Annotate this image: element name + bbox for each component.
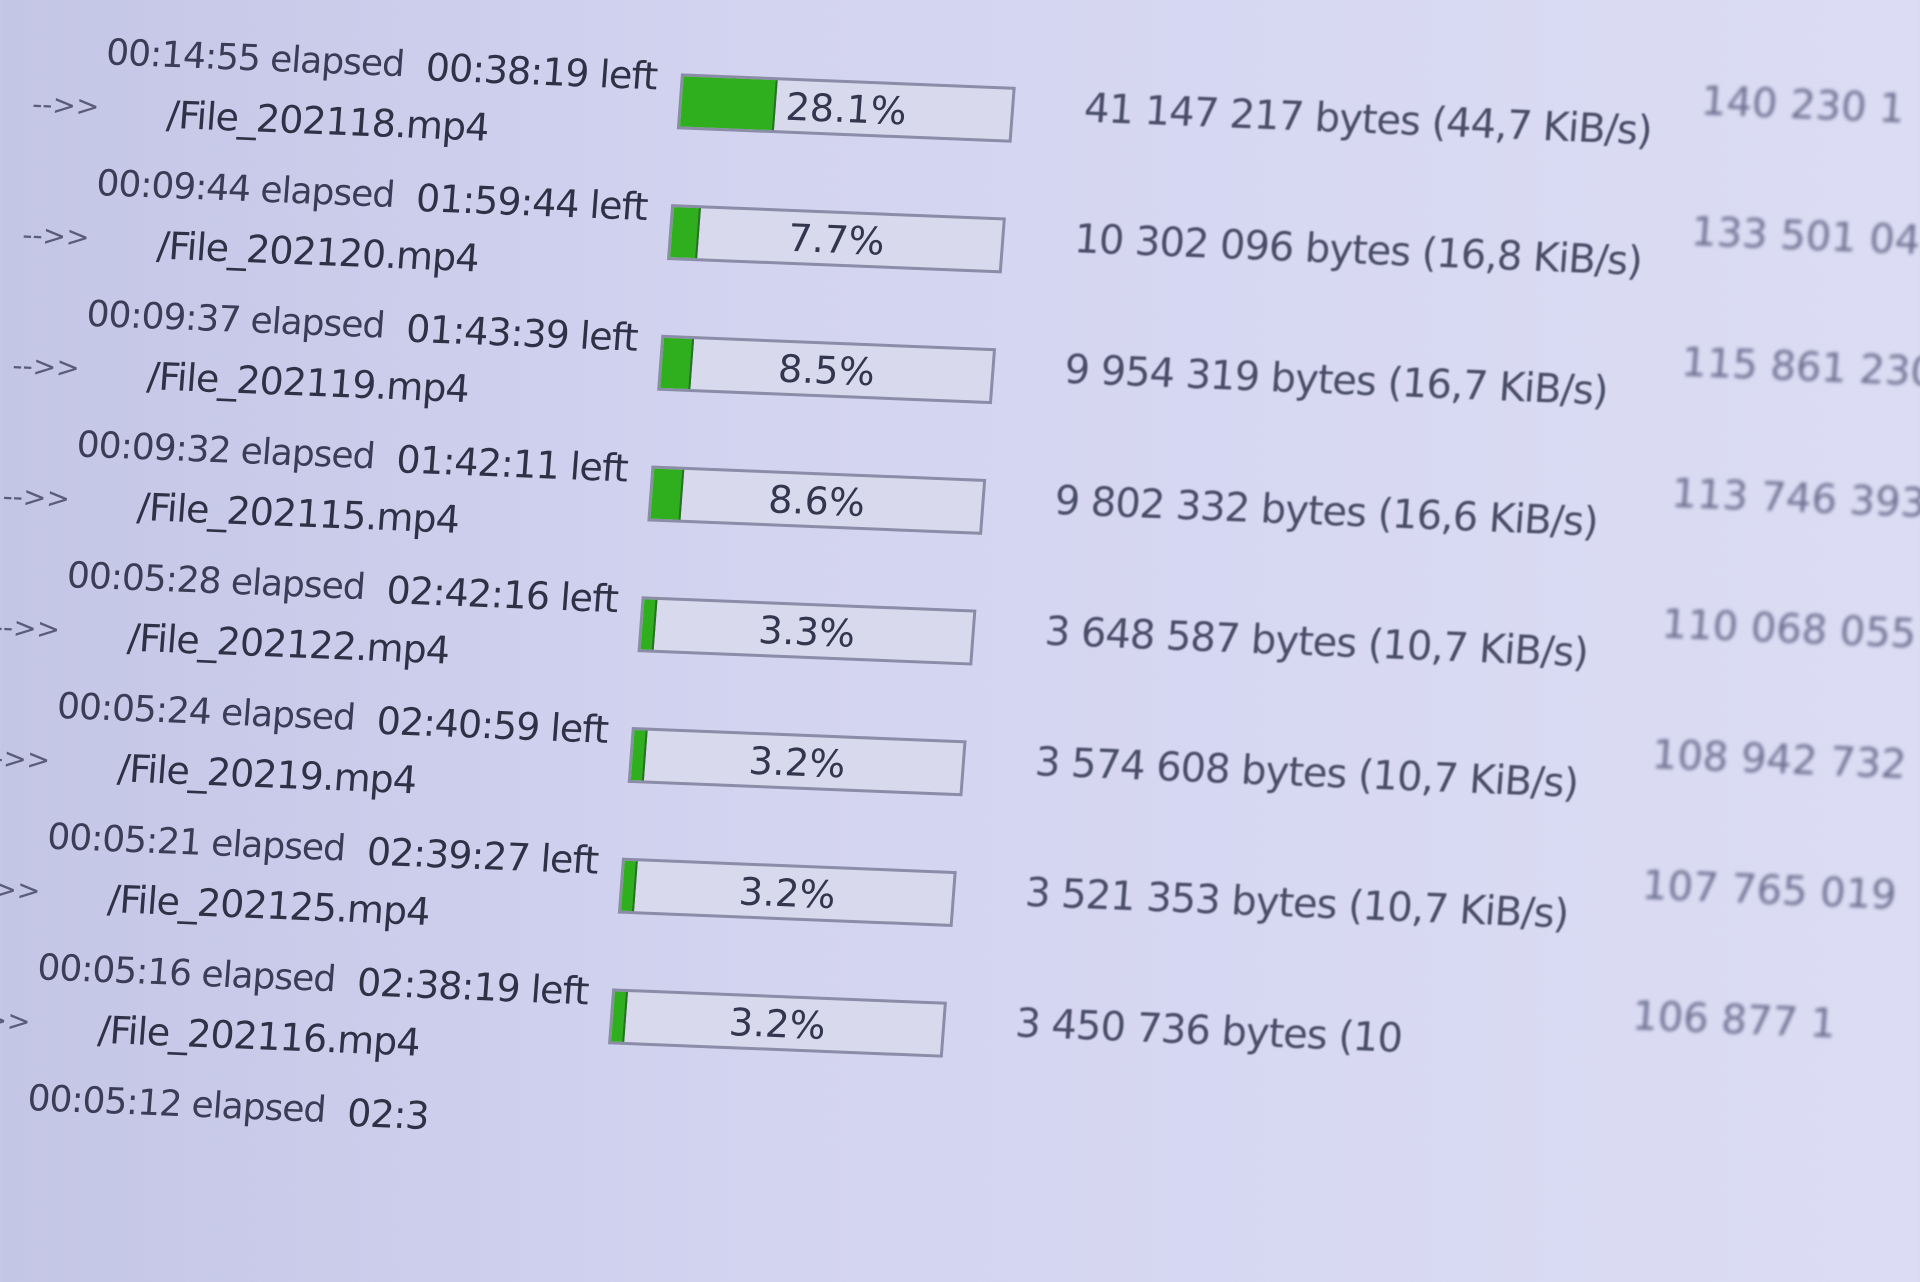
transfer-direction-icon: -->> <box>31 87 101 124</box>
elapsed-time: 00:09:37 elapsed <box>85 293 386 347</box>
bytes-transferred: 3 574 608 bytes (10,7 KiB/s) <box>1033 739 1580 807</box>
transfer-direction-icon: -->> <box>0 740 52 777</box>
progress-bar: 3.2% <box>617 857 957 927</box>
time-left: 01:42:11 left <box>394 437 630 491</box>
time-left: 02:39:27 left <box>365 829 600 883</box>
progress-percent: 3.2% <box>727 1000 828 1048</box>
time-left: 01:59:44 left <box>414 175 649 230</box>
progress-bar: 7.7% <box>666 204 1006 274</box>
progress-bar: 3.2% <box>627 726 967 797</box>
file-size: 140 230 1 <box>1699 78 1907 133</box>
progress-bar: 3.2% <box>607 988 947 1058</box>
transfer-direction-icon: -->> <box>11 348 81 385</box>
file-size: 107 765 019 <box>1640 862 1899 919</box>
bytes-transferred: 3 648 587 bytes (10,7 KiB/s) <box>1043 608 1590 677</box>
transfer-direction-icon: -->> <box>0 610 62 646</box>
time-left: 00:38:19 left <box>424 45 659 99</box>
elapsed-time: 00:05:21 elapsed <box>45 816 347 870</box>
time-left: 02:42:16 left <box>384 568 620 622</box>
elapsed-time: 00:14:55 elapsed <box>104 32 406 86</box>
transfer-direction-icon: -->> <box>1 479 72 516</box>
elapsed-time: 00:05:24 elapsed <box>55 685 357 739</box>
bytes-transferred: 9 954 319 bytes (16,7 KiB/s) <box>1062 347 1610 415</box>
transfer-direction-icon: -->> <box>0 871 42 908</box>
progress-percent: 3.2% <box>747 738 847 787</box>
remote-file-name: /File_20219.mp4 <box>115 746 418 803</box>
progress-bar: 28.1% <box>676 73 1016 143</box>
remote-file-name: /File_202120.mp4 <box>155 223 481 281</box>
time-left: 02:38:19 left <box>355 960 590 1014</box>
file-size: 106 877 1 <box>1630 993 1838 1048</box>
progress-percent: 8.6% <box>766 477 867 526</box>
progress-percent: 8.5% <box>776 346 877 395</box>
elapsed-time: 00:09:32 elapsed <box>75 424 377 478</box>
remote-file-name: /File_202115.mp4 <box>135 484 461 542</box>
bytes-transferred: 41 147 217 bytes (44,7 KiB/s) <box>1082 85 1654 155</box>
transfer-direction-icon: -->> <box>0 1002 32 1039</box>
file-size: 133 501 04 <box>1689 209 1920 265</box>
bytes-transferred: 3 521 353 bytes (10,7 KiB/s) <box>1023 869 1570 938</box>
elapsed-time: 00:09:44 elapsed <box>94 163 396 216</box>
time-left: 01:43:39 left <box>404 306 640 360</box>
remote-file-name: /File_202122.mp4 <box>125 615 451 673</box>
remote-file-name: /File_202125.mp4 <box>106 877 432 934</box>
remote-file-name: /File_202119.mp4 <box>145 354 471 412</box>
file-size: 110 068 055 <box>1660 601 1918 658</box>
progress-bar: 8.6% <box>647 465 987 535</box>
bytes-transferred: 3 450 736 bytes (10 <box>1013 1000 1404 1063</box>
progress-bar: 3.3% <box>637 596 977 666</box>
progress-percent: 3.2% <box>737 869 838 918</box>
time-left: 02:40:59 left <box>375 698 610 752</box>
elapsed-time: 00:05:12 elapsed <box>26 1078 327 1131</box>
progress-percent: 28.1% <box>784 84 909 134</box>
elapsed-time: 00:05:16 elapsed <box>35 947 337 1001</box>
progress-percent: 3.3% <box>756 608 857 656</box>
file-size: 115 861 230 <box>1679 339 1920 396</box>
remote-file-name: /File_202116.mp4 <box>96 1007 422 1065</box>
progress-bar: 8.5% <box>657 334 997 405</box>
elapsed-time: 00:05:28 elapsed <box>65 555 367 609</box>
progress-percent: 7.7% <box>786 215 887 264</box>
time-left: 02:3 <box>345 1090 431 1139</box>
transfer-direction-icon: -->> <box>21 218 91 254</box>
bytes-transferred: 10 302 096 bytes (16,8 KiB/s) <box>1072 216 1644 286</box>
file-size: 108 942 732 <box>1650 731 1909 789</box>
remote-file-name: /File_202118.mp4 <box>165 92 490 150</box>
bytes-transferred: 9 802 332 bytes (16,6 KiB/s) <box>1053 477 1600 546</box>
file-size: 113 746 393 <box>1669 470 1920 527</box>
